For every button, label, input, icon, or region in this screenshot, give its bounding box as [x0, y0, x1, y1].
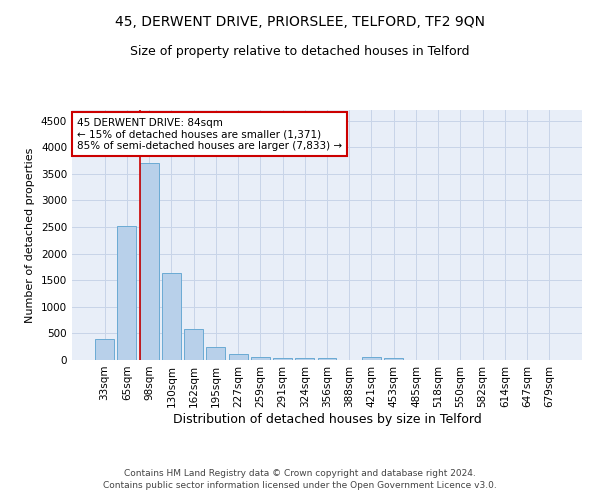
Bar [317, 358, 337, 360]
Bar [362, 357, 381, 360]
Bar [273, 358, 292, 360]
Text: Size of property relative to detached houses in Telford: Size of property relative to detached ho… [130, 45, 470, 58]
Bar [229, 354, 248, 360]
Bar [140, 163, 158, 360]
Bar [118, 226, 136, 360]
Y-axis label: Number of detached properties: Number of detached properties [25, 148, 35, 322]
Bar [384, 358, 403, 360]
X-axis label: Distribution of detached houses by size in Telford: Distribution of detached houses by size … [173, 412, 481, 426]
Bar [206, 347, 225, 360]
Text: Contains HM Land Registry data © Crown copyright and database right 2024.
Contai: Contains HM Land Registry data © Crown c… [103, 468, 497, 490]
Bar [251, 357, 270, 360]
Bar [162, 273, 181, 360]
Text: 45 DERWENT DRIVE: 84sqm
← 15% of detached houses are smaller (1,371)
85% of semi: 45 DERWENT DRIVE: 84sqm ← 15% of detache… [77, 118, 342, 150]
Bar [184, 328, 203, 360]
Bar [95, 340, 114, 360]
Text: 45, DERWENT DRIVE, PRIORSLEE, TELFORD, TF2 9QN: 45, DERWENT DRIVE, PRIORSLEE, TELFORD, T… [115, 15, 485, 29]
Bar [295, 358, 314, 360]
